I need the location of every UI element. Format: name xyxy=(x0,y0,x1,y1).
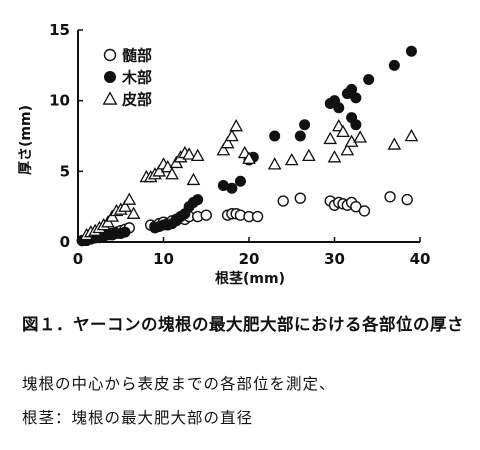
figure-caption-title: 図１．ヤーコンの塊根の最大肥大部における各部位の厚さ xyxy=(22,315,464,334)
data-point xyxy=(387,137,402,150)
data-point xyxy=(229,119,244,132)
data-point xyxy=(346,83,358,95)
legend-label: 髄部 xyxy=(122,47,152,65)
legend-marker xyxy=(102,91,118,105)
data-point xyxy=(182,147,197,160)
data-point xyxy=(301,148,316,162)
data-point xyxy=(200,209,212,221)
chart-ticks: 0 10 20 30 40 0 5 10 15 xyxy=(49,21,430,268)
data-point xyxy=(234,175,246,187)
data-point xyxy=(251,210,264,223)
data-point xyxy=(299,119,311,131)
data-point xyxy=(216,143,231,156)
series-3 xyxy=(79,119,419,241)
data-point xyxy=(363,73,375,85)
data-point xyxy=(186,172,201,186)
y-tick-label: 10 xyxy=(49,92,70,110)
data-point xyxy=(269,130,281,142)
chart: 0 10 20 30 40 0 5 10 15 髄部木部皮部 根茎(mm) 厚さ(mm) xyxy=(18,21,430,287)
data-point xyxy=(340,143,355,156)
chart-marks xyxy=(76,45,419,247)
y-tick-label: 0 xyxy=(60,233,70,251)
x-tick-label: 30 xyxy=(324,250,345,268)
y-tick-label: 15 xyxy=(49,21,70,39)
data-point xyxy=(323,131,338,145)
data-point xyxy=(384,191,396,203)
data-point xyxy=(226,182,238,194)
data-point xyxy=(358,205,371,217)
data-point xyxy=(350,119,362,131)
data-point xyxy=(277,195,289,207)
data-point xyxy=(401,193,413,206)
data-point xyxy=(165,167,179,180)
x-axis-label: 根茎(mm) xyxy=(215,270,285,287)
data-point xyxy=(327,150,342,163)
data-point xyxy=(242,151,256,164)
y-tick-label: 5 xyxy=(60,162,70,180)
data-point xyxy=(192,194,204,206)
data-point xyxy=(118,199,132,212)
figure-caption-line-1: 塊根の中心から表皮までの各部位を測定、 xyxy=(22,375,336,393)
data-point xyxy=(350,92,362,104)
x-tick-label: 0 xyxy=(73,250,83,268)
y-axis-label: 厚さ(mm) xyxy=(18,105,34,175)
legend-label: 皮部 xyxy=(122,91,152,109)
data-point xyxy=(388,59,400,71)
data-point xyxy=(353,130,368,143)
x-tick-label: 40 xyxy=(410,250,431,268)
data-point xyxy=(267,157,282,170)
data-point xyxy=(405,45,417,57)
data-point xyxy=(126,206,141,219)
data-point xyxy=(220,135,235,149)
legend-marker xyxy=(104,71,116,83)
figure-caption-line-2: 根茎：塊根の最大肥大部の直径 xyxy=(22,409,254,427)
legend-label: 木部 xyxy=(121,69,152,87)
data-point xyxy=(119,226,131,238)
data-point xyxy=(404,128,419,142)
data-point xyxy=(294,192,306,204)
data-point xyxy=(336,124,350,138)
legend-marker xyxy=(103,48,117,62)
x-tick-label: 10 xyxy=(153,250,174,268)
data-point xyxy=(225,128,239,142)
data-point xyxy=(294,130,306,142)
data-point xyxy=(190,148,205,162)
data-point xyxy=(284,152,299,166)
x-tick-label: 20 xyxy=(239,250,260,268)
data-point xyxy=(122,192,137,205)
data-point xyxy=(333,102,345,114)
